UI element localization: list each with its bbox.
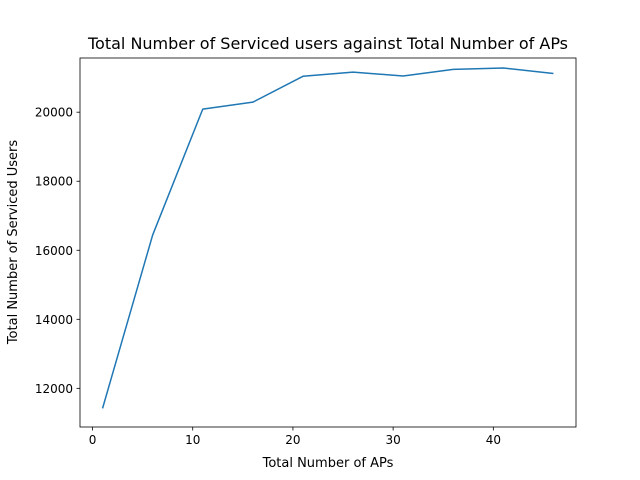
- x-axis: 0 10 20 30 40: [89, 427, 501, 447]
- x-tick-label: 30: [385, 433, 400, 447]
- y-tick-label: 12000: [35, 382, 73, 396]
- plot-area: [101, 67, 554, 409]
- y-tick-label: 14000: [35, 313, 73, 327]
- series-line-0: [101, 67, 554, 409]
- x-tick-label: 0: [89, 433, 97, 447]
- x-tick-label: 10: [185, 433, 200, 447]
- x-tick-label: 40: [486, 433, 501, 447]
- x-tick-label: 20: [285, 433, 300, 447]
- y-tick-label: 20000: [35, 106, 73, 120]
- y-axis-label: Total Number of Serviced Users: [6, 140, 21, 346]
- plot-frame: [79, 57, 577, 428]
- y-tick-label: 16000: [35, 244, 73, 258]
- y-tick-label: 18000: [35, 175, 73, 189]
- x-axis-label: Total Number of APs: [262, 456, 394, 471]
- y-axis: 12000 14000 16000 18000 20000: [35, 106, 80, 396]
- chart-title: Total Number of Serviced users against T…: [87, 34, 568, 53]
